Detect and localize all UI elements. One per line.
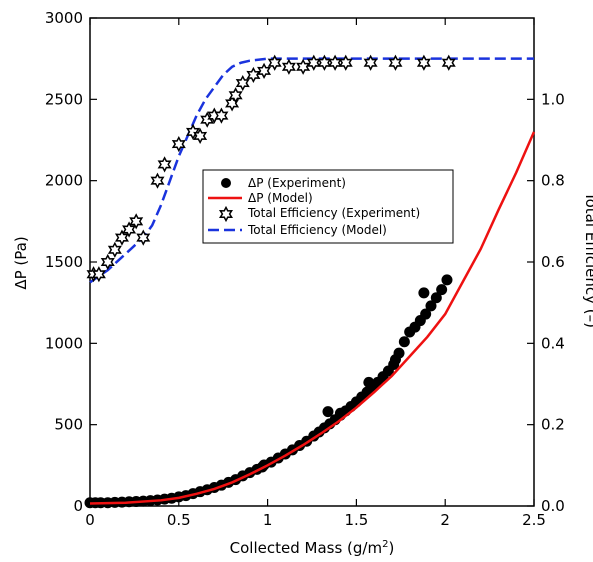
x-axis-title-superscript: 2 — [382, 539, 388, 550]
dp-experiment-point — [389, 354, 401, 366]
dp-experiment-point — [441, 274, 453, 286]
efficiency-experiment-point — [388, 54, 403, 71]
y-tick-label: 0 — [73, 497, 83, 515]
dp-experiment-point — [425, 300, 437, 312]
dp-experiment-point — [398, 336, 410, 348]
efficiency-experiment-point — [157, 156, 172, 173]
x-tick-label: 0 — [85, 511, 95, 529]
y-tick-label: 3000 — [45, 9, 83, 27]
efficiency-experiment-point — [150, 172, 165, 189]
dp-experiment-point — [334, 407, 346, 419]
dp-experiment-point — [420, 308, 432, 320]
series-layer — [84, 54, 536, 509]
x-axis-title-end: ) — [388, 539, 394, 557]
x-axis-title: Collected Mass (g/m2) — [230, 539, 395, 557]
efficiency-experiment-point — [338, 54, 353, 71]
efficiency-experiment-point — [267, 54, 282, 71]
legend-marker-eff-exp — [218, 205, 234, 223]
y2-tick-label: 0.0 — [541, 497, 565, 515]
series-line-efficiency-model — [89, 57, 534, 284]
dp-experiment-point — [363, 376, 375, 388]
dp-experiment-point — [436, 284, 448, 296]
efficiency-experiment-point — [214, 107, 229, 124]
dp-experiment-point — [322, 406, 334, 418]
y-tick-label: 1500 — [45, 253, 83, 271]
efficiency-experiment-point — [171, 135, 186, 153]
legend-label-eff-model: Total Efficiency (Model) — [247, 223, 387, 237]
y-tick-label: 1000 — [45, 334, 83, 352]
efficiency-experiment-point — [416, 54, 431, 71]
y-axis-title: ΔP (Pa) — [12, 236, 30, 289]
efficiency-experiment-point — [91, 266, 106, 283]
y2-axis-title: Total Efficiency (–) — [582, 191, 593, 328]
efficiency-experiment-point — [228, 87, 243, 104]
efficiency-experiment-point — [129, 213, 144, 230]
legend-box — [202, 169, 454, 244]
efficiency-experiment-point — [246, 66, 261, 84]
efficiency-experiment-point — [363, 54, 378, 71]
y2-tick-label: 0.2 — [541, 416, 565, 434]
efficiency-experiment-point — [281, 58, 296, 75]
x-tick-label: 2 — [440, 511, 450, 529]
legend-marker-dp-exp — [221, 178, 231, 188]
legend: ΔP (Experiment) ΔP (Model) Total Efficie… — [202, 169, 454, 244]
series-line-dp-model — [89, 131, 536, 505]
dp-experiment-point — [430, 292, 442, 304]
y2-tick-label: 1.0 — [541, 90, 565, 108]
efficiency-experiment-point — [100, 253, 115, 271]
x-tick-label: 1 — [263, 511, 273, 529]
efficiency-experiment-point — [185, 123, 201, 140]
legend-label-eff-exp: Total Efficiency (Experiment) — [247, 206, 420, 220]
y-tick-label: 2500 — [45, 90, 83, 108]
dp-experiment-point — [418, 287, 430, 299]
y2-tick-label: 0.4 — [541, 334, 565, 352]
efficiency-experiment-point — [193, 127, 208, 145]
efficiency-experiment-point — [107, 241, 122, 258]
legend-label-dp-exp: ΔP (Experiment) — [248, 176, 346, 190]
axis-ticks: 0 0.5 1 1.5 2 2.5 0 500 1000 1500 2000 2500 3000 0.0 0… — [45, 9, 565, 529]
y2-tick-label: 0.8 — [541, 172, 565, 190]
y2-tick-label: 0.6 — [541, 253, 565, 271]
y-tick-label: 2000 — [45, 172, 83, 190]
x-tick-label: 1.5 — [344, 511, 368, 529]
efficiency-experiment-point — [296, 58, 311, 75]
y-tick-label: 500 — [54, 416, 83, 434]
efficiency-experiment-point — [441, 54, 456, 71]
efficiency-experiment-point — [235, 74, 250, 92]
efficiency-experiment-point — [136, 229, 151, 246]
efficiency-experiment-point — [225, 95, 240, 112]
x-tick-label: 0.5 — [167, 511, 191, 529]
efficiency-experiment-point — [257, 62, 272, 79]
legend-label-dp-model: ΔP (Model) — [248, 191, 313, 205]
x-tick-label: 2.5 — [522, 511, 546, 529]
